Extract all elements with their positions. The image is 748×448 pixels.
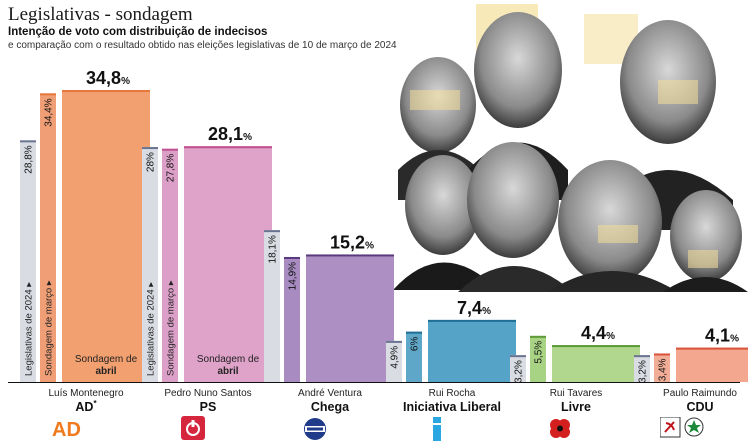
leader-name: Rui Rocha bbox=[429, 388, 476, 399]
label-legislativas: 3,2% bbox=[638, 360, 649, 383]
bar-march bbox=[530, 335, 546, 382]
il-logo bbox=[433, 417, 441, 441]
bar-march bbox=[162, 148, 178, 382]
bar-march-top bbox=[530, 335, 546, 338]
bar-legislativas-top bbox=[634, 355, 650, 358]
bar-legislativas-top bbox=[20, 140, 36, 143]
inbar-legislativas: Legislativas de 2024 ▸ bbox=[146, 282, 157, 376]
bar-april-top bbox=[552, 345, 640, 348]
bar-legislativas bbox=[510, 355, 526, 382]
bar-april-top bbox=[676, 347, 748, 350]
bar-april-top bbox=[62, 90, 150, 92]
bar-legislativas-top bbox=[386, 340, 402, 343]
label-march: 5,5% bbox=[534, 341, 545, 364]
leader-name: Pedro Nuno Santos bbox=[164, 388, 251, 399]
leader-name: Luís Montenegro bbox=[48, 388, 123, 399]
label-april: 4,4% bbox=[581, 323, 615, 343]
bar-april-top bbox=[306, 254, 394, 257]
label-march: 27,8% bbox=[166, 154, 177, 182]
inbar-march: Sondagem de março ▸ bbox=[44, 280, 55, 376]
label-legislativas: 4,9% bbox=[390, 346, 401, 369]
bar-legislativas bbox=[634, 355, 650, 382]
bar-march bbox=[406, 331, 422, 382]
party-name: Livre bbox=[561, 400, 591, 414]
photo-shapes bbox=[393, 4, 748, 292]
chart-subtitle: Intenção de voto com distribuição de ind… bbox=[8, 26, 268, 38]
bar-april bbox=[428, 319, 516, 382]
cdu-logo bbox=[660, 417, 704, 438]
chega-logo bbox=[304, 418, 326, 440]
bar-march-top bbox=[40, 93, 56, 96]
leader-name: Paulo Raimundo bbox=[663, 388, 737, 399]
svg-text:AD: AD bbox=[52, 419, 81, 440]
leaders-photo-collage bbox=[393, 4, 748, 292]
label-april: 34,8% bbox=[86, 68, 130, 88]
leader-name: Rui Tavares bbox=[550, 388, 603, 399]
bar-legislativas bbox=[142, 147, 158, 382]
label-legislativas: 28% bbox=[146, 152, 157, 172]
chart-note: e comparação com o resultado obtido nas … bbox=[8, 40, 397, 51]
livre-logo bbox=[550, 419, 570, 438]
party-name: Iniciativa Liberal bbox=[403, 400, 501, 414]
chart-title: Legislativas - sondagem bbox=[8, 4, 193, 25]
inbar-april-2: abril bbox=[95, 366, 116, 377]
bar-march-top bbox=[654, 353, 670, 356]
label-april: 7,4% bbox=[457, 298, 491, 318]
bar-legislativas bbox=[20, 140, 36, 382]
bar-march bbox=[284, 256, 300, 382]
bar-april bbox=[676, 347, 748, 382]
party-name: CDU bbox=[686, 400, 713, 414]
label-march: 3,4% bbox=[658, 358, 669, 381]
inbar-april-2: abril bbox=[217, 366, 238, 377]
ps-logo bbox=[181, 416, 205, 440]
bar-april-top bbox=[184, 146, 272, 149]
bar-march-top bbox=[162, 148, 178, 151]
label-march: 34,4% bbox=[44, 98, 55, 126]
label-march: 6% bbox=[410, 337, 421, 352]
label-march: 14,9% bbox=[288, 262, 299, 290]
party-name: PS bbox=[200, 400, 217, 414]
bar-april-top bbox=[428, 319, 516, 322]
leader-name: André Ventura bbox=[298, 388, 362, 399]
bar-legislativas bbox=[386, 340, 402, 382]
label-april: 28,1% bbox=[208, 124, 252, 144]
label-legislativas: 3,2% bbox=[514, 360, 525, 383]
label-legislativas: 28,8% bbox=[24, 145, 35, 173]
ad-logo: AD bbox=[52, 419, 81, 440]
inbar-april-1: Sondagem de bbox=[75, 354, 138, 365]
bar-april bbox=[62, 90, 150, 382]
label-april: 4,1% bbox=[705, 326, 739, 346]
bar-march bbox=[40, 93, 56, 382]
bar-legislativas-top bbox=[510, 355, 526, 358]
inbar-march: Sondagem de março ▸ bbox=[166, 280, 177, 376]
bar-april bbox=[306, 254, 394, 382]
bar-legislativas-top bbox=[142, 147, 158, 150]
bar-april bbox=[552, 345, 640, 382]
bar-legislativas bbox=[264, 230, 280, 382]
bar-march bbox=[654, 353, 670, 382]
bar-legislativas-top bbox=[264, 230, 280, 233]
bar-march-top bbox=[284, 256, 300, 259]
inbar-april-1: Sondagem de bbox=[197, 354, 260, 365]
party-name: AD* bbox=[75, 399, 97, 414]
label-legislativas: 18,1% bbox=[268, 235, 279, 263]
party-name: Chega bbox=[311, 400, 350, 414]
bar-march-top bbox=[406, 331, 422, 334]
bar-april bbox=[184, 146, 272, 382]
label-april: 15,2% bbox=[330, 232, 374, 252]
inbar-legislativas: Legislativas de 2024 ▸ bbox=[24, 282, 35, 376]
